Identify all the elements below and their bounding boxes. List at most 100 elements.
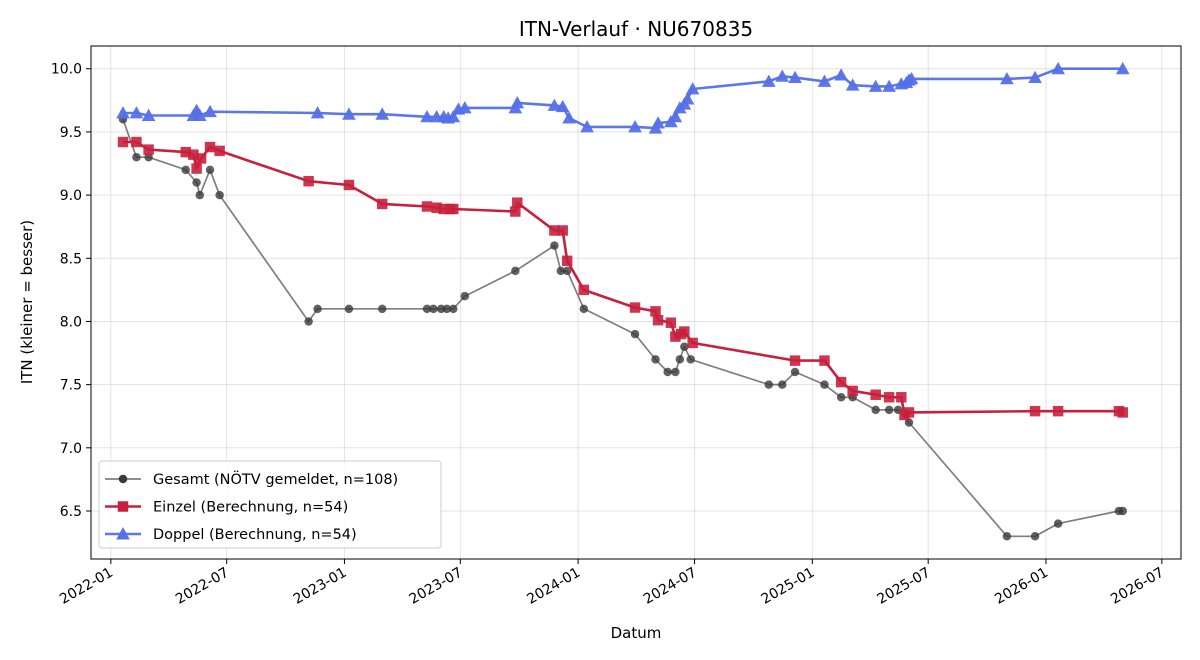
legend-marker xyxy=(117,501,129,512)
series-square xyxy=(117,136,1128,421)
data-point xyxy=(1052,405,1064,417)
data-point xyxy=(778,380,787,389)
data-point xyxy=(663,367,672,377)
data-point xyxy=(836,393,846,402)
data-point xyxy=(375,107,390,120)
data-point xyxy=(1051,61,1065,75)
data-point xyxy=(510,206,521,217)
legend-item: Doppel (Berechnung, n=54) xyxy=(105,527,357,543)
data-point xyxy=(870,389,881,400)
data-point xyxy=(438,203,449,215)
y-tick-label: 7.5 xyxy=(60,378,82,394)
data-point xyxy=(882,79,896,92)
y-tick-label: 8.0 xyxy=(60,314,82,330)
data-point xyxy=(671,367,680,377)
data-point xyxy=(904,72,919,85)
data-point xyxy=(195,153,207,164)
data-point xyxy=(883,392,895,403)
data-point xyxy=(1115,61,1130,75)
y-axis-title: ITN (kleiner = besser) xyxy=(18,220,36,384)
data-point xyxy=(1029,405,1041,417)
data-point xyxy=(630,329,640,339)
data-point xyxy=(429,304,438,314)
data-point xyxy=(215,190,224,200)
data-point xyxy=(304,317,313,326)
data-point xyxy=(188,149,199,160)
data-point xyxy=(819,355,830,366)
data-point xyxy=(580,120,594,133)
y-tick-label: 8.5 xyxy=(60,251,82,267)
data-point xyxy=(1028,70,1042,84)
data-point xyxy=(1118,506,1128,516)
data-point xyxy=(343,179,355,191)
data-point xyxy=(344,304,354,314)
data-point xyxy=(446,109,461,123)
data-point xyxy=(557,225,568,236)
data-point xyxy=(442,304,452,314)
data-point xyxy=(835,376,847,388)
data-point xyxy=(629,302,641,313)
legend-label: Gesamt (NÖTV gemeldet, n=108) xyxy=(153,470,398,488)
legend-item: Einzel (Berechnung, n=54) xyxy=(105,500,348,516)
data-point xyxy=(131,136,142,148)
data-point xyxy=(116,106,130,119)
data-point xyxy=(421,201,433,212)
data-point xyxy=(687,337,698,349)
data-point xyxy=(685,82,700,95)
data-point xyxy=(561,255,573,267)
data-point xyxy=(1117,407,1128,418)
data-point xyxy=(457,101,472,114)
y-tick-label: 7.0 xyxy=(60,441,82,457)
data-point xyxy=(129,106,144,119)
legend: Gesamt (NÖTV gemeldet, n=108) Einzel (Ber… xyxy=(98,460,442,549)
data-point xyxy=(904,418,914,427)
data-point xyxy=(562,111,576,124)
data-point xyxy=(180,146,191,158)
data-point xyxy=(555,99,570,113)
data-point xyxy=(668,109,683,123)
data-point xyxy=(679,326,690,337)
legend-item: Gesamt (NÖTV gemeldet, n=108) xyxy=(105,470,398,488)
plot-area-frame xyxy=(90,45,1182,560)
data-point xyxy=(376,198,388,210)
data-point xyxy=(847,385,858,397)
series-layer xyxy=(116,61,1130,541)
y-tick-label: 9.0 xyxy=(60,188,82,204)
y-tick-label: 9.5 xyxy=(60,125,82,141)
data-point xyxy=(578,284,590,296)
data-point xyxy=(579,304,589,314)
data-point xyxy=(665,317,677,328)
data-point xyxy=(1053,519,1063,528)
data-point xyxy=(817,74,832,87)
legend-marker xyxy=(118,474,128,484)
data-point xyxy=(143,144,154,155)
y-axis: 6.5 7.0 7.5 8.0 8.5 9.0 9.5 10.0 xyxy=(51,62,91,520)
data-point xyxy=(650,306,661,317)
data-point xyxy=(871,405,880,415)
legend-frame xyxy=(98,460,442,549)
data-point xyxy=(789,355,801,366)
data-point xyxy=(550,241,559,250)
data-point xyxy=(203,104,217,118)
data-point xyxy=(342,107,356,120)
data-point xyxy=(549,225,560,236)
data-point xyxy=(903,407,915,418)
data-point xyxy=(420,109,434,123)
data-point xyxy=(1000,72,1014,85)
data-point xyxy=(214,145,225,157)
data-point xyxy=(431,202,442,213)
data-point xyxy=(192,178,201,187)
data-point xyxy=(449,304,458,314)
data-point xyxy=(652,314,664,326)
data-point xyxy=(868,79,883,92)
data-point xyxy=(884,405,894,415)
data-point xyxy=(192,108,207,121)
series-circle xyxy=(118,115,1128,541)
data-point xyxy=(195,190,205,200)
data-point xyxy=(1030,532,1040,541)
data-point xyxy=(460,291,470,301)
data-point xyxy=(377,304,387,314)
data-point xyxy=(141,108,156,121)
data-point xyxy=(764,380,774,389)
